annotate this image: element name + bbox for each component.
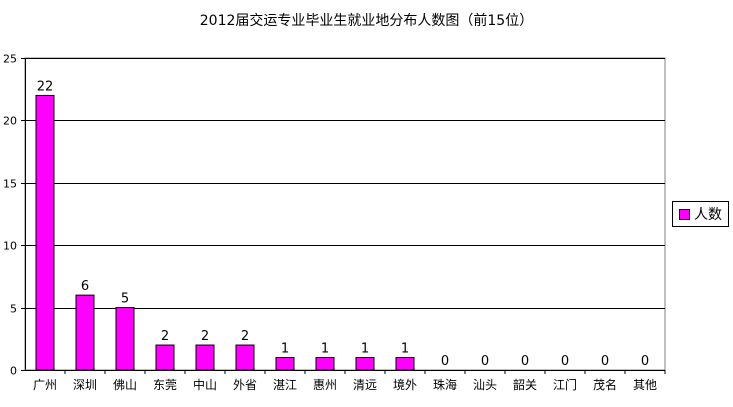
x-tick-label: 东莞 [153,378,177,392]
data-label: 0 [521,354,529,369]
legend-label: 人数 [694,207,722,223]
data-label: 1 [281,342,289,357]
x-tick-label: 其他 [633,378,657,392]
data-label: 0 [561,354,569,369]
data-label: 2 [241,329,249,344]
y-tick-label: 15 [3,178,17,191]
x-tick-label: 广州 [33,378,57,392]
x-tick-label: 深圳 [73,378,97,392]
x-tick-label: 茂名 [593,377,617,392]
legend: 人数 [672,201,729,227]
bar [395,357,415,371]
bar [35,94,55,371]
y-tick-label: 25 [3,53,17,66]
y-tick-label: 20 [3,115,17,128]
bar [155,344,175,371]
y-tick-label: 5 [10,303,17,316]
data-label: 22 [37,79,54,94]
data-label: 0 [441,354,449,369]
x-tick-label: 珠海 [433,377,457,392]
data-label: 1 [321,342,329,357]
x-tick-label: 境外 [393,377,417,392]
data-label: 0 [601,354,609,369]
x-tick-label: 佛山 [113,378,137,392]
bar [275,357,295,371]
x-tick-label: 中山 [193,377,217,392]
data-label: 1 [361,342,369,357]
y-tick-label: 10 [3,240,17,253]
bar [195,344,215,371]
x-tick-label: 外省 [233,378,257,392]
data-label: 2 [201,329,209,344]
x-tick-label: 惠州 [313,378,337,392]
data-label: 6 [81,279,89,294]
data-label: 0 [641,354,649,369]
x-tick-label: 清远 [353,378,377,392]
data-label: 0 [481,354,489,369]
bar [75,294,95,371]
bar [235,344,255,371]
x-tick-label: 江门 [553,377,577,392]
bar [315,357,335,371]
bar [355,357,375,371]
data-label: 1 [401,342,409,357]
data-label: 5 [121,292,129,307]
data-label: 2 [161,329,169,344]
x-tick-label: 汕头 [473,378,497,392]
x-tick-label: 湛江 [273,378,297,392]
y-tick-label: 0 [10,365,17,378]
x-tick-label: 韶关 [513,377,537,392]
bar [115,307,135,371]
legend-swatch [679,208,690,220]
chart-title: 2012届交运专业毕业生就业地分布人数图（前15位） [199,13,534,29]
